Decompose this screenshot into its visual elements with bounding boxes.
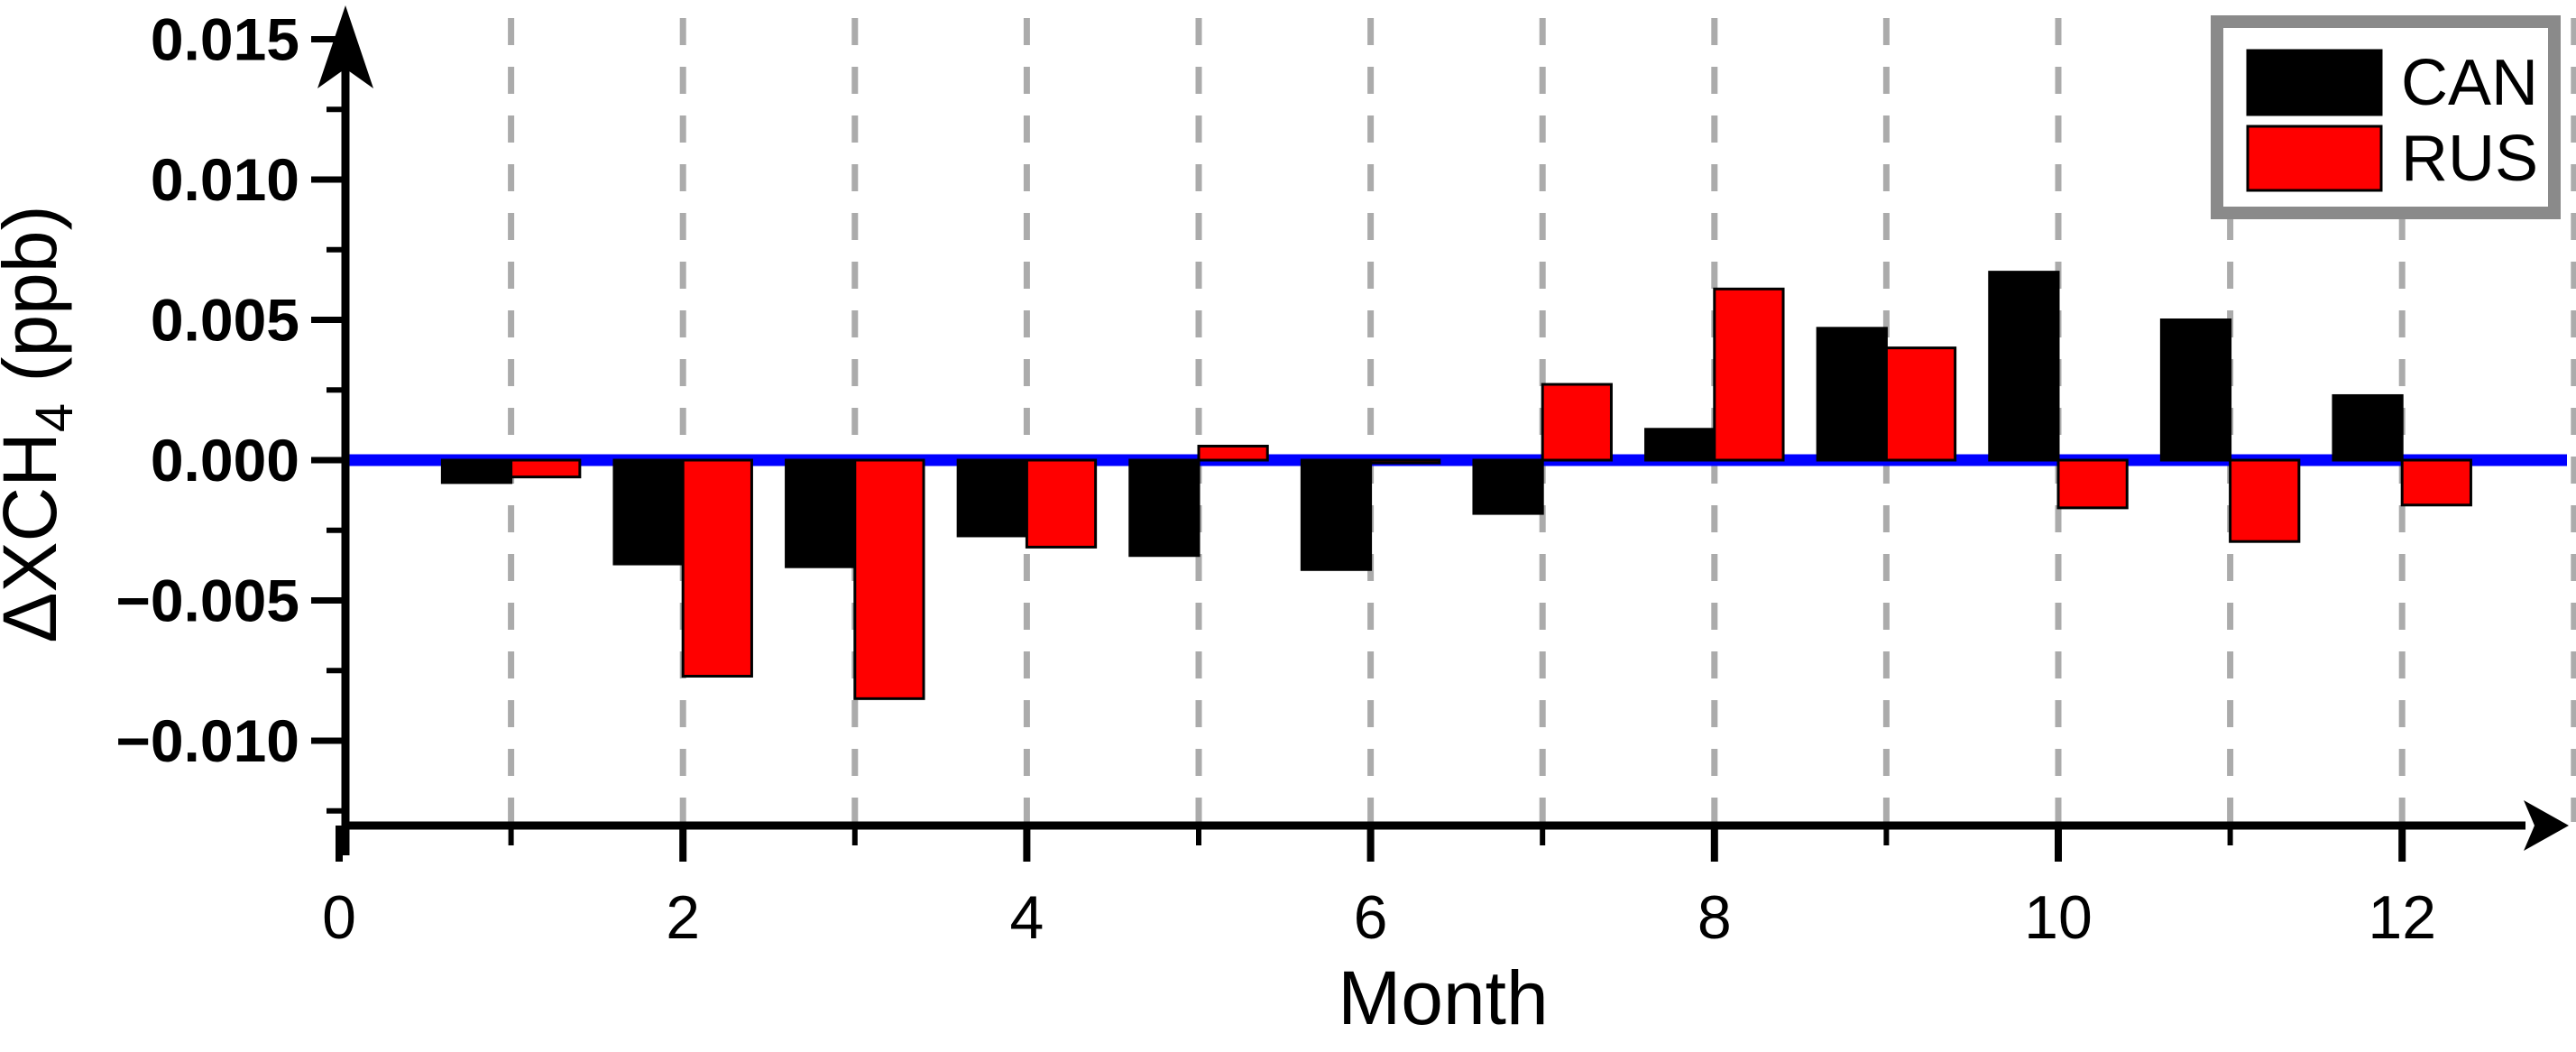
- bar-can-month-1: [440, 458, 513, 484]
- bar-can-month-3: [785, 458, 857, 568]
- x-tick-label-12: 12: [2368, 883, 2436, 952]
- x-tick-label-4: 4: [1009, 883, 1044, 952]
- bar-can-month-12: [2332, 393, 2404, 462]
- x-tick-label-0: 0: [322, 883, 356, 952]
- x-tick-label-2: 2: [666, 883, 700, 952]
- y-tick-label-0.010: 0.010: [151, 146, 299, 213]
- bar-rus-month-1: [510, 458, 582, 479]
- bar-rus-month-11: [2229, 458, 2301, 543]
- bar-rus-month-12: [2400, 458, 2472, 507]
- bar-can-month-9: [1816, 327, 1888, 462]
- bar-rus-month-3: [853, 458, 925, 700]
- y-tick-label-0.015: 0.015: [151, 6, 299, 73]
- y-tick-label-−0.010: −0.010: [115, 707, 299, 774]
- bar-rus-month-7: [1541, 383, 1613, 462]
- y-tick-label-0.000: 0.000: [151, 427, 299, 494]
- bar-rus-month-8: [1713, 287, 1785, 462]
- legend-swatch-rus: [2246, 125, 2383, 192]
- y-tick-label-0.005: 0.005: [151, 287, 299, 354]
- legend-label-can: CAN: [2401, 47, 2538, 119]
- bar-rus-month-10: [2056, 458, 2129, 510]
- bar-can-month-11: [2159, 318, 2232, 462]
- y-tick-label-−0.005: −0.005: [115, 568, 299, 634]
- bar-rus-month-4: [1025, 458, 1098, 549]
- x-axis-arrowhead: [2524, 800, 2569, 851]
- bar-can-month-4: [956, 458, 1028, 538]
- x-tick-label-8: 8: [1697, 883, 1732, 952]
- legend-swatch-can: [2246, 49, 2383, 116]
- legend-label-rus: RUS: [2401, 123, 2538, 195]
- bar-can-month-8: [1644, 428, 1716, 462]
- bar-can-month-2: [612, 458, 685, 566]
- x-axis-title: Month: [1338, 955, 1548, 1040]
- bar-can-month-10: [1988, 271, 2060, 462]
- bar-can-month-7: [1472, 458, 1544, 515]
- bar-rus-month-6: [1369, 458, 1441, 465]
- bar-can-month-6: [1300, 458, 1373, 571]
- x-tick-label-10: 10: [2024, 883, 2093, 952]
- y-axis-title: ΔXCH4 (ppb): [0, 205, 84, 642]
- y-axis-arrowhead: [317, 5, 373, 88]
- bar-rus-month-2: [681, 458, 753, 678]
- bar-rus-month-9: [1884, 346, 1957, 462]
- bar-rus-month-5: [1197, 444, 1269, 462]
- bar-can-month-5: [1128, 458, 1201, 558]
- x-tick-label-6: 6: [1354, 883, 1388, 952]
